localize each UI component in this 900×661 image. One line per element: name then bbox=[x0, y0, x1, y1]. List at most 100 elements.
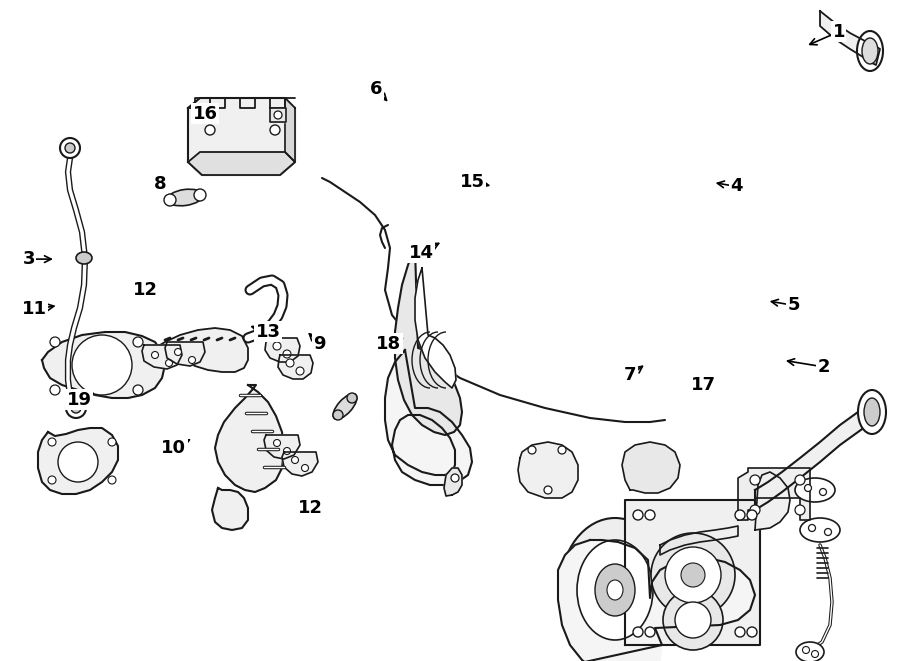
Circle shape bbox=[205, 125, 215, 135]
Circle shape bbox=[274, 111, 282, 119]
Ellipse shape bbox=[560, 518, 670, 661]
Polygon shape bbox=[265, 338, 300, 362]
Circle shape bbox=[273, 342, 281, 350]
Ellipse shape bbox=[194, 189, 206, 201]
Circle shape bbox=[188, 356, 195, 364]
Polygon shape bbox=[155, 328, 248, 372]
Circle shape bbox=[133, 385, 143, 395]
Text: 11: 11 bbox=[22, 300, 47, 319]
Ellipse shape bbox=[795, 478, 835, 502]
Text: 2: 2 bbox=[817, 358, 830, 376]
Polygon shape bbox=[264, 435, 300, 459]
Polygon shape bbox=[215, 385, 284, 492]
Circle shape bbox=[166, 360, 173, 366]
Ellipse shape bbox=[864, 398, 880, 426]
Ellipse shape bbox=[333, 394, 357, 419]
Circle shape bbox=[795, 475, 805, 485]
Polygon shape bbox=[755, 402, 872, 510]
Polygon shape bbox=[42, 332, 165, 398]
Circle shape bbox=[633, 510, 643, 520]
Circle shape bbox=[750, 505, 760, 515]
Circle shape bbox=[133, 337, 143, 347]
Text: 10: 10 bbox=[161, 439, 186, 457]
Circle shape bbox=[735, 627, 745, 637]
Circle shape bbox=[805, 485, 812, 492]
Text: 17: 17 bbox=[691, 375, 716, 394]
Circle shape bbox=[747, 627, 757, 637]
Polygon shape bbox=[188, 98, 295, 175]
Text: 18: 18 bbox=[376, 334, 401, 353]
Circle shape bbox=[270, 125, 280, 135]
Polygon shape bbox=[415, 268, 456, 388]
Polygon shape bbox=[285, 98, 295, 162]
Text: 1: 1 bbox=[832, 22, 845, 41]
Text: 6: 6 bbox=[370, 80, 382, 98]
Ellipse shape bbox=[577, 540, 653, 640]
Circle shape bbox=[645, 627, 655, 637]
Polygon shape bbox=[518, 442, 578, 498]
Circle shape bbox=[824, 529, 832, 535]
Circle shape bbox=[60, 138, 80, 158]
Ellipse shape bbox=[58, 442, 98, 482]
Ellipse shape bbox=[663, 590, 723, 650]
Circle shape bbox=[633, 627, 643, 637]
Ellipse shape bbox=[858, 390, 886, 434]
Polygon shape bbox=[660, 526, 738, 555]
Circle shape bbox=[747, 510, 757, 520]
Circle shape bbox=[286, 359, 294, 367]
Polygon shape bbox=[212, 488, 248, 530]
Circle shape bbox=[750, 475, 760, 485]
Ellipse shape bbox=[333, 410, 343, 420]
Circle shape bbox=[302, 465, 309, 471]
Circle shape bbox=[558, 446, 566, 454]
Polygon shape bbox=[192, 108, 208, 122]
Ellipse shape bbox=[862, 38, 878, 64]
Polygon shape bbox=[820, 11, 880, 65]
Circle shape bbox=[544, 486, 552, 494]
Ellipse shape bbox=[607, 580, 623, 600]
Polygon shape bbox=[558, 540, 755, 661]
Ellipse shape bbox=[347, 393, 357, 403]
Polygon shape bbox=[188, 152, 295, 175]
Circle shape bbox=[108, 438, 116, 446]
Circle shape bbox=[65, 143, 75, 153]
Text: 15: 15 bbox=[460, 173, 485, 191]
Ellipse shape bbox=[857, 31, 883, 71]
Circle shape bbox=[803, 646, 809, 654]
Circle shape bbox=[528, 446, 536, 454]
Circle shape bbox=[284, 447, 291, 455]
Circle shape bbox=[50, 337, 60, 347]
Circle shape bbox=[820, 488, 826, 496]
Circle shape bbox=[808, 524, 815, 531]
Ellipse shape bbox=[76, 252, 92, 264]
Polygon shape bbox=[385, 350, 472, 485]
Ellipse shape bbox=[72, 335, 132, 395]
Circle shape bbox=[292, 457, 299, 463]
Ellipse shape bbox=[681, 563, 705, 587]
Text: 3: 3 bbox=[22, 250, 35, 268]
Polygon shape bbox=[755, 472, 790, 530]
Circle shape bbox=[48, 438, 56, 446]
Circle shape bbox=[196, 111, 204, 119]
Polygon shape bbox=[38, 428, 118, 494]
Circle shape bbox=[66, 398, 86, 418]
Circle shape bbox=[735, 510, 745, 520]
Circle shape bbox=[795, 505, 805, 515]
Ellipse shape bbox=[164, 194, 176, 206]
Circle shape bbox=[296, 367, 304, 375]
Polygon shape bbox=[282, 452, 318, 476]
Polygon shape bbox=[625, 500, 760, 645]
Text: 14: 14 bbox=[409, 243, 434, 262]
Text: 4: 4 bbox=[730, 177, 742, 196]
Ellipse shape bbox=[796, 642, 824, 661]
Circle shape bbox=[71, 403, 81, 413]
Polygon shape bbox=[165, 342, 205, 366]
Polygon shape bbox=[444, 468, 462, 496]
Circle shape bbox=[283, 350, 291, 358]
Ellipse shape bbox=[167, 189, 202, 206]
Polygon shape bbox=[278, 355, 313, 379]
Polygon shape bbox=[622, 442, 680, 493]
Circle shape bbox=[812, 650, 818, 658]
Text: 5: 5 bbox=[788, 296, 800, 315]
Text: 19: 19 bbox=[67, 391, 92, 409]
